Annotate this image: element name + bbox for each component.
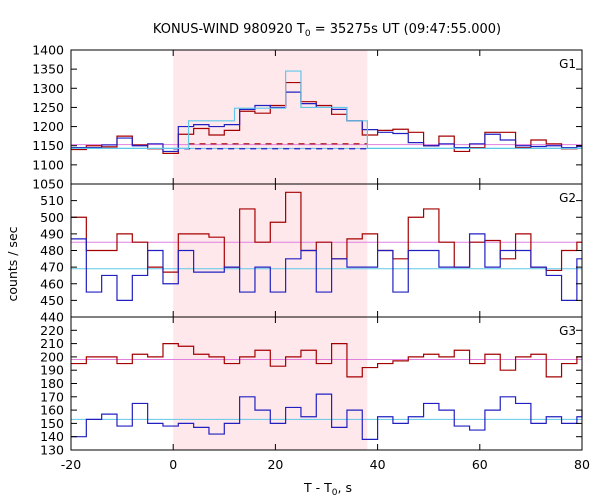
- y-tick-label: 1150: [32, 138, 64, 153]
- y-tick-label: 130: [40, 443, 64, 458]
- series-dark_red-g3: [71, 343, 582, 378]
- y-tick-label: 1400: [32, 43, 64, 58]
- y-tick-label: 220: [40, 323, 64, 338]
- y-tick-label: 1100: [32, 157, 64, 172]
- y-tick-label: 1300: [32, 81, 64, 96]
- panel-label-g3: G3: [559, 324, 576, 338]
- y-tick-label: 1350: [32, 62, 64, 77]
- chart-title: KONUS-WIND 980920 T0 = 35275s UT (09:47:…: [153, 22, 501, 39]
- plot-area: 10501100115012001250130013501400G1440450…: [32, 43, 590, 473]
- y-tick-label: 180: [40, 376, 64, 391]
- y-axis-label: counts / sec: [5, 226, 20, 301]
- y-tick-label: 500: [40, 210, 64, 225]
- y-tick-label: 140: [40, 429, 64, 444]
- y-tick-label: 170: [40, 389, 64, 404]
- y-tick-label: 440: [40, 310, 64, 325]
- y-tick-label: 200: [40, 349, 64, 364]
- series-blue-g2: [71, 233, 582, 301]
- y-tick-label: 190: [40, 363, 64, 378]
- y-tick-label: 450: [40, 293, 64, 308]
- highlight-interval: [173, 50, 368, 450]
- panel-label-g2: G2: [559, 191, 576, 205]
- x-tick-label: 80: [574, 457, 590, 472]
- x-tick-label: 40: [370, 457, 386, 472]
- x-tick-label: 60: [472, 457, 488, 472]
- x-tick-label: 20: [267, 457, 283, 472]
- y-tick-label: 1050: [32, 177, 64, 192]
- y-tick-label: 160: [40, 403, 64, 418]
- y-tick-label: 460: [40, 276, 64, 291]
- series-blue-g1: [71, 91, 582, 153]
- y-tick-label: 150: [40, 416, 64, 431]
- series-blue-g3: [71, 393, 583, 440]
- x-axis-label: T - T0, s: [303, 480, 352, 498]
- x-tick-label: 0: [169, 457, 177, 472]
- y-tick-label: 210: [40, 336, 64, 351]
- y-tick-label: 480: [40, 243, 64, 258]
- y-tick-label: 510: [40, 193, 64, 208]
- y-tick-label: 470: [40, 260, 64, 275]
- y-tick-label: 490: [40, 226, 64, 241]
- y-tick-label: 1250: [32, 100, 64, 115]
- x-tick-label: -20: [61, 457, 81, 472]
- series-cyan-g1: [71, 70, 582, 149]
- y-tick-label: 1200: [32, 119, 64, 134]
- panel-label-g1: G1: [559, 57, 576, 71]
